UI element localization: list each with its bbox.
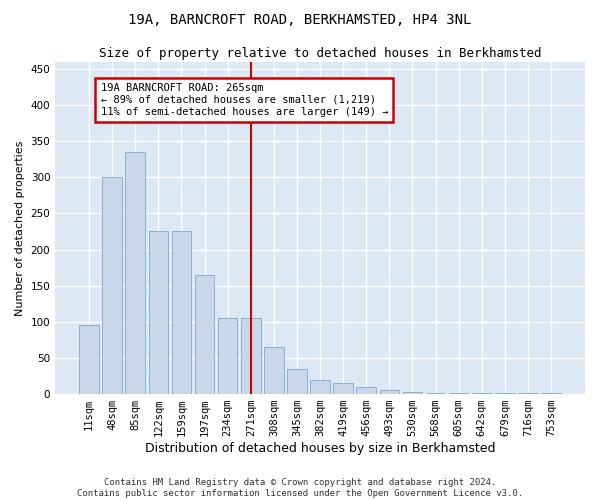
Y-axis label: Number of detached properties: Number of detached properties: [15, 140, 25, 316]
Text: 19A, BARNCROFT ROAD, BERKHAMSTED, HP4 3NL: 19A, BARNCROFT ROAD, BERKHAMSTED, HP4 3N…: [128, 12, 472, 26]
Bar: [125, 152, 145, 394]
Bar: [287, 369, 307, 394]
Bar: [334, 383, 353, 394]
Bar: [356, 387, 376, 394]
Title: Size of property relative to detached houses in Berkhamsted: Size of property relative to detached ho…: [99, 48, 541, 60]
X-axis label: Distribution of detached houses by size in Berkhamsted: Distribution of detached houses by size …: [145, 442, 496, 455]
Bar: [149, 232, 168, 394]
Bar: [403, 392, 422, 394]
Text: Contains HM Land Registry data © Crown copyright and database right 2024.
Contai: Contains HM Land Registry data © Crown c…: [77, 478, 523, 498]
Bar: [310, 380, 330, 394]
Bar: [426, 392, 445, 394]
Bar: [264, 347, 284, 394]
Bar: [79, 326, 99, 394]
Bar: [172, 232, 191, 394]
Bar: [103, 178, 122, 394]
Bar: [380, 390, 399, 394]
Bar: [195, 275, 214, 394]
Text: 19A BARNCROFT ROAD: 265sqm
← 89% of detached houses are smaller (1,219)
11% of s: 19A BARNCROFT ROAD: 265sqm ← 89% of deta…: [101, 84, 388, 116]
Bar: [218, 318, 238, 394]
Bar: [241, 318, 260, 394]
